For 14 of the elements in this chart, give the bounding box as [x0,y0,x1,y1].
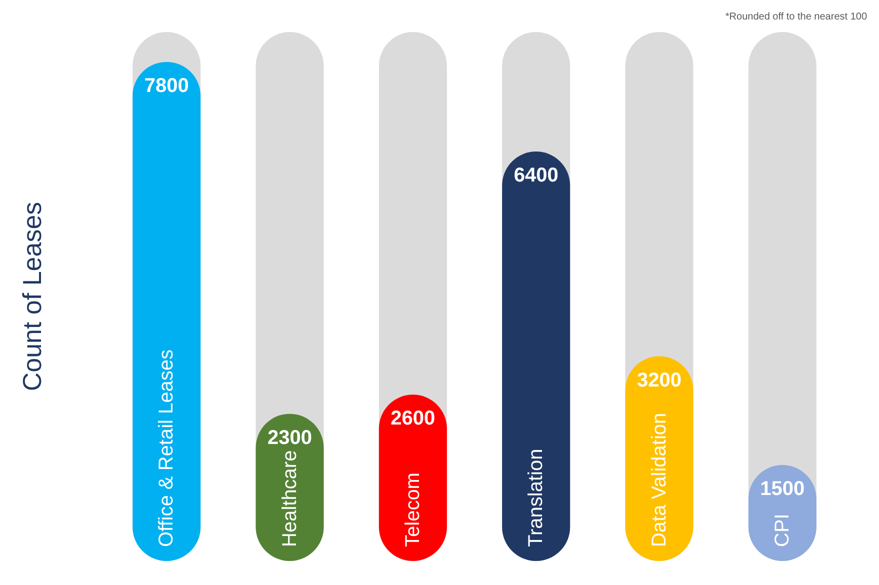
x-tick-label: Translation [525,448,548,547]
y-axis-title: Count of Leases [17,202,47,392]
x-tick-label: Office & Retail Leases [156,349,178,547]
x-tick-label: Telecom [402,472,424,547]
data-label: 7800 [144,74,189,97]
data-label: 2600 [390,408,436,430]
data-label: 3200 [637,369,682,392]
text: *Rounded off to the nearest 100 [725,12,868,22]
data-label: 2300 [268,426,312,449]
x-tick-label: Healthcare [278,450,301,547]
data-label: 6400 [514,164,558,187]
x-tick-label: CPI [771,514,794,547]
x-tick-label: Data Validation [648,412,670,547]
data-label: 1500 [760,478,805,500]
